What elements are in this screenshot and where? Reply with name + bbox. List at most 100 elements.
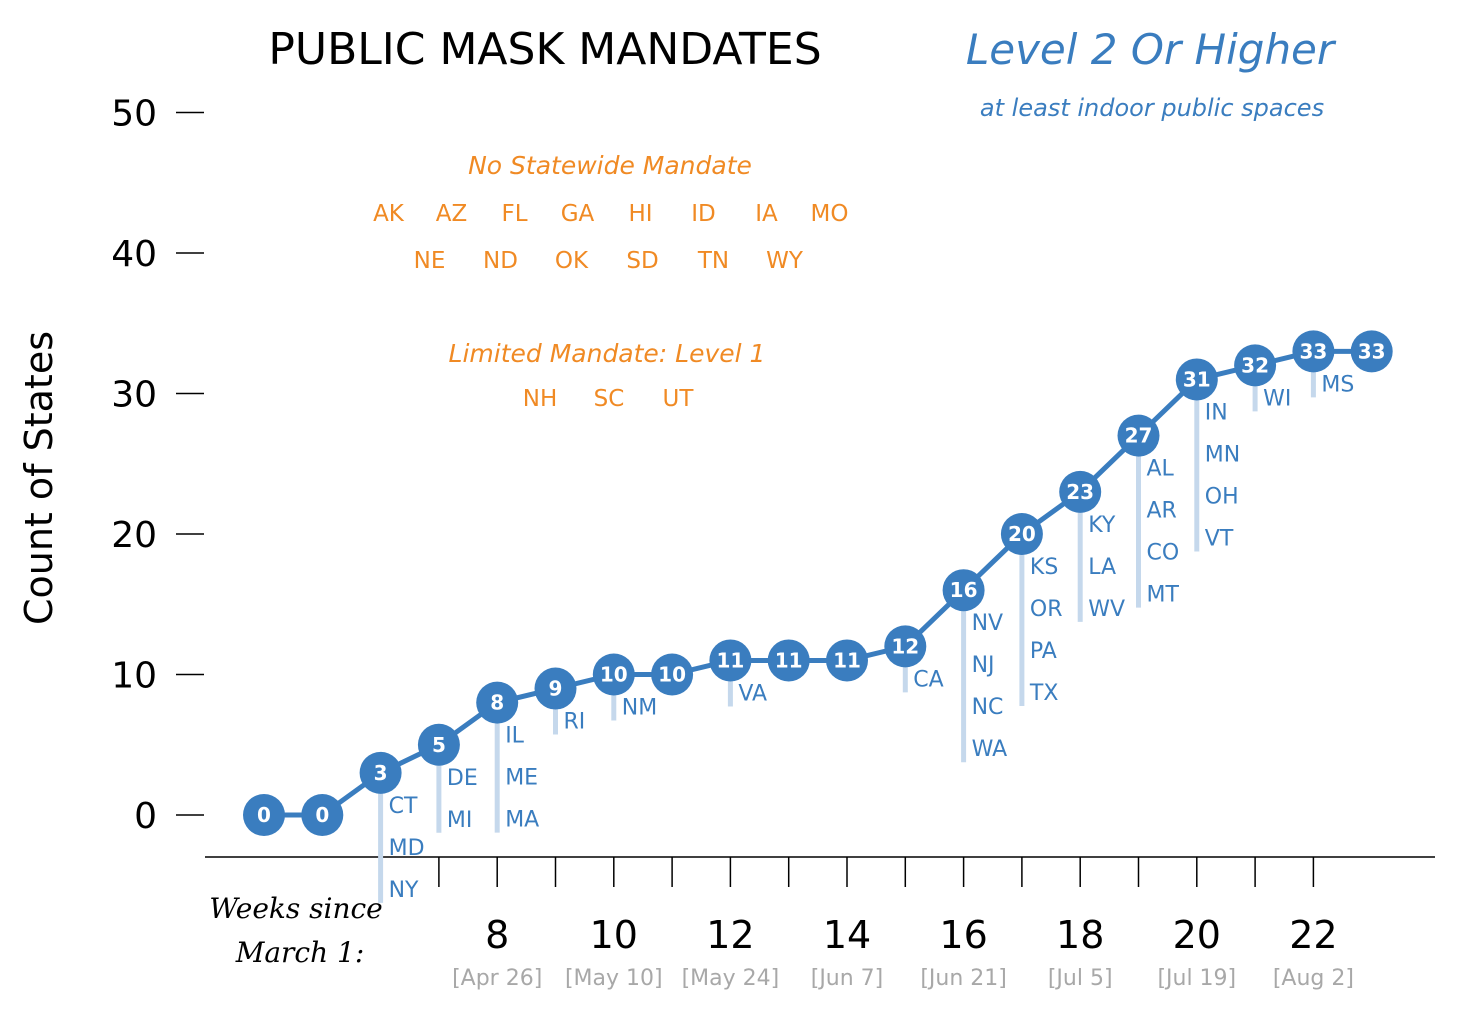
state-label: KY <box>1088 513 1116 538</box>
data-point <box>301 794 344 836</box>
data-point <box>359 751 402 794</box>
data-point <box>884 625 927 668</box>
state-label: CO <box>1147 541 1180 566</box>
state-label: CA <box>913 667 943 692</box>
y-tick-label: 20 <box>111 515 157 556</box>
state-label: NC <box>972 695 1004 720</box>
state-label: WV <box>1088 597 1125 622</box>
state-label: WI <box>1263 386 1291 411</box>
x-tick-date: [Jul 19] <box>1157 966 1236 991</box>
data-point-label: 0 <box>315 803 329 827</box>
data-point-label: 12 <box>891 634 919 658</box>
data-point-label: 16 <box>950 578 978 602</box>
data-point-label: 10 <box>658 663 686 687</box>
data-point-label: 23 <box>1066 480 1094 504</box>
state-label: NM <box>622 696 657 721</box>
orange-state-label: MO <box>811 201 849 227</box>
state-label: VT <box>1205 526 1234 551</box>
data-points: 0 0 3 5 8 9 10 10 11 11 11 12 16 20 23 27 31 32 33 33 <box>243 330 1393 836</box>
data-point-label: 27 <box>1125 424 1153 448</box>
orange-state-label: SC <box>594 386 625 412</box>
chart-title: PUBLIC MASK MANDATES <box>268 24 821 75</box>
no-mandate-row1: AK AZ FL GA HI ID IA MO <box>373 201 848 227</box>
data-point-label: 10 <box>600 663 628 687</box>
data-point <box>1059 470 1102 513</box>
x-axis-label-line2: March 1: <box>235 936 365 969</box>
orange-state-label: FL <box>501 201 527 227</box>
no-mandate-row2: NE ND OK SD TN WY <box>414 248 804 274</box>
y-tick-label: 40 <box>111 234 157 275</box>
state-label: MA <box>505 808 539 833</box>
orange-state-label: IA <box>755 201 778 227</box>
state-label: OR <box>1030 597 1063 622</box>
orange-state-label: GA <box>561 201 595 227</box>
data-point-label: 32 <box>1241 353 1269 377</box>
data-point <box>942 569 985 612</box>
no-mandate-heading: No Statewide Mandate <box>468 151 752 180</box>
state-label: RI <box>564 710 586 735</box>
series-subtitle: at least indoor public spaces <box>980 94 1324 122</box>
orange-state-label: WY <box>766 248 804 274</box>
x-axis-label-line1: Weeks since <box>209 892 382 925</box>
orange-state-label: NE <box>414 248 446 274</box>
x-tick-label: 20 <box>1173 913 1221 957</box>
orange-state-label: OK <box>555 248 589 274</box>
orange-state-label: AZ <box>436 201 468 227</box>
data-point-label: 11 <box>716 648 744 672</box>
x-axis: 8 [Apr 26] 10 [May 10] 12 [May 24] 14 [Jun 7] 16… <box>379 857 1354 991</box>
orange-state-label: SD <box>626 248 658 274</box>
state-label: VA <box>738 681 767 706</box>
orange-state-label: NH <box>523 386 558 412</box>
data-point <box>1000 513 1043 555</box>
x-tick-date: [Apr 26] <box>452 966 542 991</box>
state-label: MI <box>447 808 472 833</box>
data-point <box>1117 414 1160 457</box>
state-label: CT <box>389 794 418 819</box>
state-label: IN <box>1205 400 1228 425</box>
x-tick-label: 16 <box>939 913 987 957</box>
x-tick-date: [May 24] <box>682 966 780 991</box>
data-point-label: 20 <box>1008 522 1036 546</box>
state-label: MD <box>389 836 425 861</box>
state-label: ME <box>505 766 538 791</box>
orange-state-label: TN <box>697 248 729 274</box>
state-label: PA <box>1030 639 1057 664</box>
data-point-label: 33 <box>1299 339 1327 363</box>
x-tick-date: [Aug 2] <box>1273 966 1354 991</box>
x-tick-date: [Jun 7] <box>811 966 884 991</box>
state-label: NV <box>972 611 1004 636</box>
x-tick-date: [May 10] <box>565 966 663 991</box>
y-tick-label: 0 <box>134 796 157 837</box>
data-point <box>417 723 460 766</box>
data-point-label: 5 <box>432 733 446 757</box>
data-point <box>1350 330 1393 373</box>
data-point-label: 33 <box>1358 339 1386 363</box>
data-point <box>534 667 577 710</box>
data-point <box>476 681 519 724</box>
data-point <box>1175 358 1218 401</box>
data-point <box>592 653 635 696</box>
data-point-label: 0 <box>257 803 271 827</box>
state-label: IL <box>505 724 524 749</box>
state-label: MN <box>1205 442 1240 467</box>
x-tick-label: 12 <box>706 913 754 957</box>
series-title: Level 2 Or Higher <box>966 25 1337 74</box>
x-tick-label: 14 <box>823 913 871 957</box>
orange-state-label: ID <box>691 201 716 227</box>
data-point <box>767 639 810 682</box>
limited-mandate-heading: Limited Mandate: Level 1 <box>449 339 766 368</box>
data-point-label: 31 <box>1183 367 1211 391</box>
state-label: WA <box>972 737 1008 762</box>
x-tick-label: 18 <box>1056 913 1104 957</box>
state-label: DE <box>447 766 478 791</box>
y-tick-label: 50 <box>111 94 157 135</box>
data-point <box>651 653 694 696</box>
state-label: MS <box>1321 372 1354 397</box>
state-label: TX <box>1029 681 1059 706</box>
y-axis-label: Count of States <box>17 331 61 625</box>
data-point-label: 11 <box>833 648 861 672</box>
data-point-label: 11 <box>775 648 803 672</box>
x-tick-label: 10 <box>590 913 638 957</box>
data-point-label: 3 <box>374 761 388 785</box>
data-point-label: 8 <box>490 691 504 715</box>
